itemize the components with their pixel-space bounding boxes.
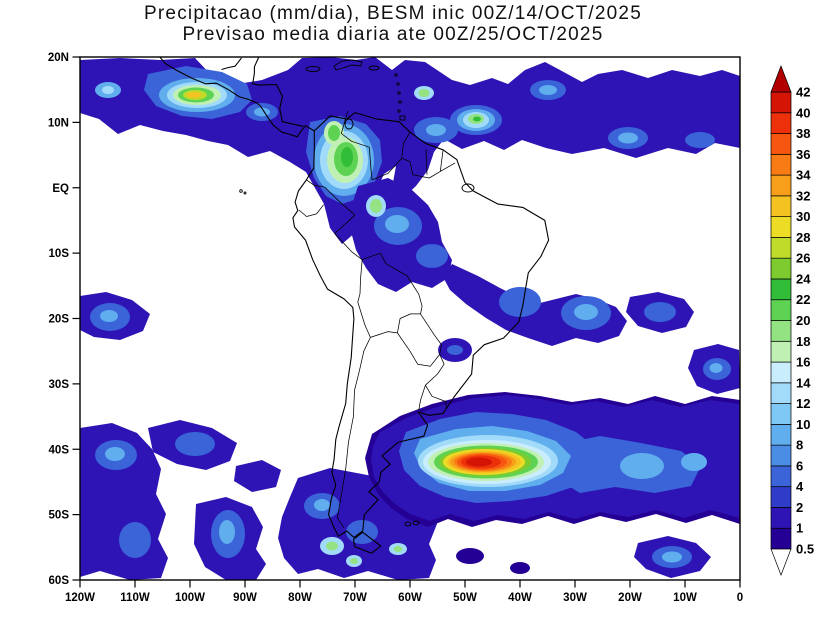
colorbar-segment [771, 134, 791, 155]
colorbar-segment [771, 507, 791, 528]
colorbar-label: 18 [796, 334, 810, 349]
colorbar-segment [771, 92, 791, 113]
colorbar-segment [771, 175, 791, 196]
lon-tick-label: 10W [673, 592, 697, 604]
colorbar-label: 22 [796, 292, 810, 307]
colorbar-segment [771, 279, 791, 300]
gulf-of-mexico-coast [222, 58, 241, 69]
colorbar-segment [771, 487, 791, 508]
colorbar-segment [771, 362, 791, 383]
lon-tick-label: 100W [175, 592, 205, 604]
lat-tick-label: 20S [49, 314, 70, 326]
colorbar-segment [771, 445, 791, 466]
lat-tick-label: 60S [49, 575, 70, 587]
lon-tick-label: 70W [343, 592, 367, 604]
colorbar-segment [771, 237, 791, 258]
lat-tick-label: 30S [49, 379, 70, 391]
colorbar-label: 28 [796, 230, 810, 245]
colorbar-label: 32 [796, 188, 810, 203]
colorbar-label: 38 [796, 126, 810, 141]
colorbar-label: 0.5 [796, 542, 814, 557]
lat-tick-label: 40S [49, 444, 70, 456]
lon-tick-label: 110W [120, 592, 150, 604]
colorbar-segment [771, 321, 791, 342]
colorbar-segment [771, 217, 791, 238]
galapagos-islands [244, 192, 246, 194]
chart-title-line1: Precipitacao (mm/dia), BESM inic 00Z/14/… [0, 3, 786, 24]
colorbar-segment [771, 196, 791, 217]
colorbar-segment [771, 300, 791, 321]
colorbar-segment [771, 383, 791, 404]
lon-tick-label: 0 [737, 592, 743, 604]
galapagos-islands [240, 190, 243, 193]
lon-tick-label: 30W [563, 592, 587, 604]
colorbar-segment [771, 528, 791, 549]
colorbar-over-arrow [771, 66, 791, 92]
colorbar-under-arrow [771, 549, 791, 575]
colorbar-segment [771, 424, 791, 445]
colorbar-label: 26 [796, 251, 810, 266]
colorbar: 0.51246810121416182022242628303234363840… [771, 66, 814, 575]
colorbar-segment [771, 258, 791, 279]
lat-tick-label: 10S [49, 248, 70, 260]
lon-tick-label: 40W [508, 592, 532, 604]
colorbar-label: 42 [796, 85, 810, 100]
colorbar-label: 8 [796, 438, 803, 453]
colorbar-segment [771, 341, 791, 362]
colorbar-segment [771, 466, 791, 487]
colorbar-label: 34 [796, 168, 811, 183]
precipitation-contours [80, 57, 740, 580]
amazon-contours [350, 178, 452, 292]
south-atlantic-storm-contours [365, 392, 740, 527]
lat-tick-label: 20N [48, 52, 69, 64]
chart-title-line2: Previsao media diaria ate 00Z/25/OCT/202… [0, 24, 786, 45]
lon-tick-label: 80W [288, 592, 312, 604]
lon-tick-label: 60W [398, 592, 422, 604]
colorbar-label: 12 [796, 396, 810, 411]
precipitation-forecast-chart: Precipitacao (mm/dia), BESM inic 00Z/14/… [0, 0, 825, 637]
colorbar-label: 1 [796, 521, 803, 536]
colorbar-label: 6 [796, 458, 803, 473]
chart-title-block: Precipitacao (mm/dia), BESM inic 00Z/14/… [0, 3, 786, 45]
southeast-pacific-contours [80, 292, 281, 580]
lon-tick-label: 20W [618, 592, 642, 604]
lon-tick-label: 50W [453, 592, 477, 604]
lat-tick-label: EQ [52, 183, 69, 195]
colorbar-label: 20 [796, 313, 810, 328]
lon-tick-label: 120W [65, 592, 95, 604]
colorbar-segment [771, 154, 791, 175]
colorbar-label: 4 [796, 479, 804, 494]
colorbar-label: 14 [796, 375, 811, 390]
colorbar-label: 16 [796, 355, 810, 370]
lon-tick-label: 90W [233, 592, 257, 604]
colorbar-label: 2 [796, 500, 803, 515]
lat-tick-label: 10N [48, 117, 69, 129]
colorbar-segment [771, 404, 791, 425]
colorbar-label: 36 [796, 147, 810, 162]
precip-map-canvas: 20N10NEQ10S20S30S40S50S60S120W110W100W90… [0, 0, 825, 637]
lat-tick-label: 50S [49, 510, 70, 522]
colorbar-segment [771, 113, 791, 134]
colorbar-label: 40 [796, 105, 810, 120]
colorbar-label: 10 [796, 417, 810, 432]
colorbar-label: 24 [796, 271, 811, 286]
colorbar-label: 30 [796, 209, 810, 224]
sacz-contours [438, 264, 694, 362]
